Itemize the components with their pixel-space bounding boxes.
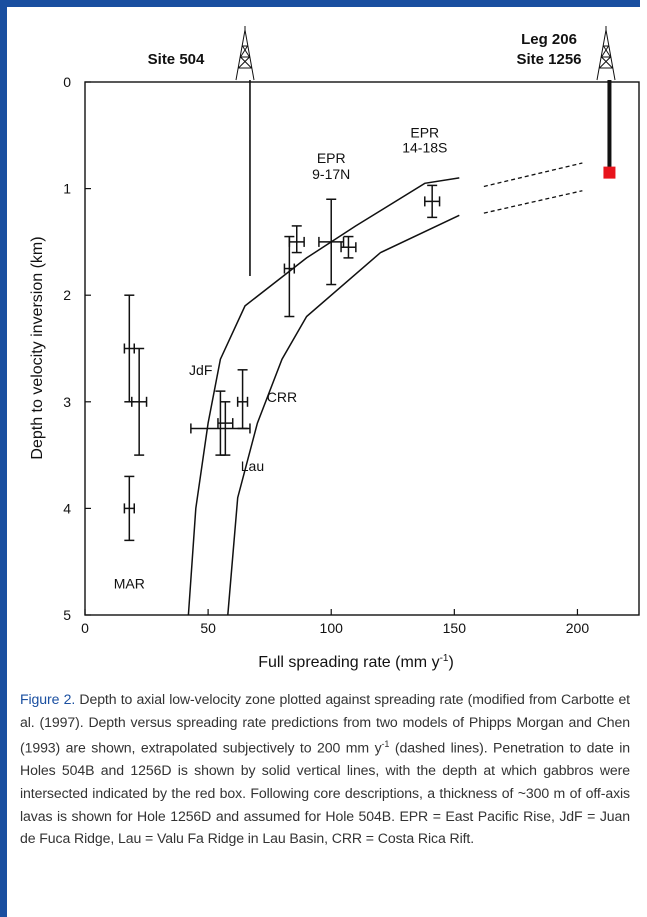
y-axis-title: Depth to velocity inversion (km): [29, 236, 46, 459]
site-1256-label: Site 1256: [516, 51, 581, 68]
gabbro-marker: [603, 166, 616, 179]
y-tick-label: 4: [63, 500, 71, 516]
model-curve-2: [227, 214, 460, 616]
y-tick-label: 2: [63, 287, 71, 303]
x-tick-label: 50: [200, 620, 216, 636]
model-curve-1: [187, 177, 460, 616]
y-tick-label: 1: [63, 181, 71, 197]
annotation-label: Lau: [241, 458, 264, 474]
error-bar-point: [288, 225, 305, 254]
error-bar-point: [123, 475, 135, 542]
site-504-label: Site 504: [148, 51, 205, 68]
leg-206-label: Leg 206: [521, 31, 577, 48]
annotation-label: 9-17N: [312, 166, 350, 182]
figure-caption: Figure 2. Depth to axial low-velocity zo…: [20, 688, 630, 850]
caption-text-b: (dashed lines). Penetration to date in H…: [20, 739, 630, 847]
error-bar-point: [318, 198, 345, 286]
annotation-label: EPR: [317, 150, 346, 166]
extrapolation-line-2: [483, 190, 583, 214]
annotation-label: MAR: [114, 575, 145, 591]
annotation-label: JdF: [189, 362, 212, 378]
x-tick-label: 100: [320, 620, 344, 636]
error-bar-point: [236, 369, 249, 430]
caption-text-a: Depth to axial low-velocity zone plotted…: [20, 691, 630, 756]
error-bar-point: [340, 235, 357, 259]
x-tick-label: 200: [566, 620, 590, 636]
error-bar-point: [283, 235, 296, 318]
caption-sup: -1: [381, 739, 390, 750]
x-tick-label: 0: [81, 620, 89, 636]
error-bar-point: [424, 184, 441, 219]
y-tick-label: 0: [63, 74, 71, 90]
error-bar-point: [217, 401, 234, 456]
annotation-label: 14-18S: [402, 139, 447, 155]
drill-rig-icon-1256: [596, 26, 616, 81]
drill-rig-icon-504: [235, 26, 255, 81]
figure-label: Figure 2.: [20, 691, 76, 707]
x-tick-label: 150: [443, 620, 467, 636]
plot-area: [84, 81, 640, 616]
annotation-label: CRR: [267, 389, 297, 405]
error-bar-point: [123, 294, 135, 403]
y-tick-label: 5: [63, 607, 71, 623]
error-bar-point: [131, 347, 148, 456]
x-axis-title: Full spreading rate (mm y-1): [258, 653, 454, 671]
extrapolation-line-1: [483, 162, 583, 188]
annotation-label: EPR: [410, 124, 439, 140]
y-tick-label: 3: [63, 394, 71, 410]
